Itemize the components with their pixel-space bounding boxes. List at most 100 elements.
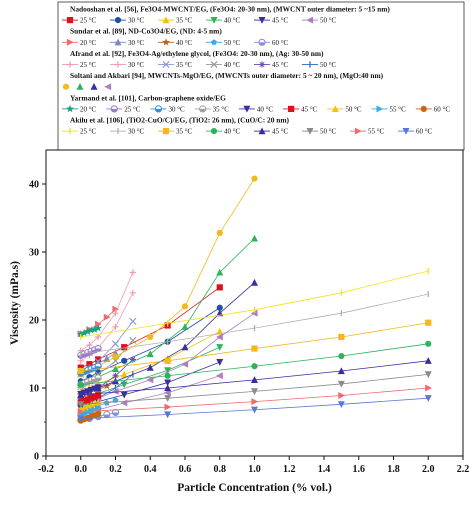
- legend-marker: [288, 105, 295, 112]
- legend-label: 60 °C: [416, 128, 433, 136]
- data-point: [77, 391, 85, 398]
- legend-marker-half: [258, 42, 266, 46]
- data-point: [251, 376, 258, 383]
- data-point: [120, 399, 128, 407]
- data-point: [425, 384, 432, 392]
- data-point: [112, 305, 120, 313]
- series-4-0: [76, 324, 103, 338]
- series-line: [80, 293, 429, 355]
- legend-marker: [104, 83, 112, 91]
- legend-marker: [402, 128, 410, 135]
- series-5-3: [77, 340, 432, 388]
- legend-heading-3: Soltani and Akbari [94], MWCNTs-MgO/EG, …: [70, 71, 384, 80]
- legend-label: 30 °C: [128, 39, 145, 47]
- legend-item-4-4: 40 °C: [238, 105, 273, 113]
- data-point: [337, 401, 345, 409]
- data-point: [76, 330, 85, 338]
- data-point: [216, 372, 223, 380]
- x-tick-label: 0.4: [144, 464, 157, 475]
- legend-label: 50 °C: [345, 105, 362, 113]
- data-point: [129, 289, 136, 296]
- legend-label: 45 °C: [272, 17, 289, 25]
- legend-marker: [331, 105, 339, 112]
- data-point: [216, 304, 223, 311]
- y-axis-title: Viscosity (mPa.s): [9, 261, 21, 345]
- legend-marker: [211, 39, 217, 45]
- data-point: [103, 313, 111, 321]
- data-point: [251, 406, 258, 414]
- legend-item-3-0: [62, 83, 70, 90]
- data-point: [216, 268, 224, 276]
- series-5-1: [80, 291, 429, 358]
- data-point: [216, 284, 223, 291]
- legend-item-2-0: 25 °C: [62, 61, 97, 69]
- x-tick-label: 1.8: [387, 464, 400, 475]
- legend-marker: [210, 60, 218, 69]
- series-5-4: [77, 357, 432, 398]
- legend-marker: [114, 38, 122, 46]
- data-point: [112, 310, 119, 317]
- data-point: [251, 363, 258, 370]
- data-point: [337, 367, 345, 375]
- legend-item-0-2: 35 °C: [158, 16, 193, 25]
- legend-item-3-1: [76, 83, 84, 90]
- legend-item-5-3: 40 °C: [206, 128, 241, 136]
- legend-label: 30 °C: [128, 61, 145, 69]
- legend-heading-4: Yarmand et al. [101], Carbon-graphene ox…: [70, 93, 226, 102]
- y-axis: 0 10 20 30 40: [29, 180, 46, 463]
- legend-heading-5: Akilu et al. [106], (TiO2-CuO/C)/EG, (Ti…: [70, 116, 290, 125]
- data-point: [77, 367, 84, 375]
- data-point: [121, 344, 128, 351]
- data-point: [129, 317, 137, 325]
- legend-marker: [258, 61, 266, 68]
- data-point: [112, 323, 119, 330]
- data-point: [94, 384, 102, 392]
- data-point: [146, 376, 154, 384]
- legend-item-1-0: 20 °C: [62, 38, 97, 47]
- data-point: [338, 333, 345, 341]
- data-point: [216, 359, 224, 366]
- y-tick-label: 10: [29, 384, 39, 395]
- data-point: [77, 408, 85, 416]
- legend-marker: [154, 105, 163, 113]
- series-line: [80, 272, 134, 351]
- legend-label: 50 °C: [320, 128, 337, 136]
- data-point: [216, 333, 223, 341]
- series-line: [80, 308, 116, 334]
- data-point: [81, 397, 88, 405]
- series-line: [80, 178, 255, 375]
- legend-marker: [258, 38, 266, 46]
- legend-label: 25 °C: [80, 61, 97, 69]
- data-point: [146, 363, 154, 371]
- legend-item-3-2: [90, 83, 98, 90]
- series-3-0: [77, 175, 258, 378]
- x-tick-label: -0.2: [38, 464, 54, 475]
- series-5-0: [80, 267, 429, 341]
- data-point: [181, 303, 189, 310]
- data-point: [216, 229, 223, 237]
- legend-label: 35 °C: [176, 128, 193, 136]
- legend-item-5-4: 45 °C: [254, 127, 289, 136]
- legend-label: 45 °C: [272, 61, 289, 69]
- data-point: [111, 340, 120, 348]
- legend-marker: [66, 104, 74, 113]
- data-point: [87, 326, 96, 334]
- legend-marker: [243, 105, 251, 113]
- data-point: [424, 395, 432, 402]
- legend-marker-half: [155, 108, 162, 112]
- data-point: [77, 401, 85, 409]
- data-point: [88, 395, 95, 402]
- data-point: [83, 327, 92, 335]
- data-point: [164, 367, 172, 375]
- x-tick-label: 1.4: [318, 464, 331, 475]
- data-point: [102, 381, 111, 390]
- legend-label: 45 °C: [272, 128, 289, 136]
- data-point: [216, 344, 224, 351]
- legend-marker: [376, 105, 384, 113]
- legend-item-5-5: 50 °C: [302, 128, 337, 136]
- series-4-2: [77, 362, 102, 377]
- legend-item-3-3: [104, 83, 112, 91]
- legend-marker: [162, 60, 170, 69]
- data-point: [251, 345, 258, 352]
- legend-label: 40 °C: [224, 61, 241, 69]
